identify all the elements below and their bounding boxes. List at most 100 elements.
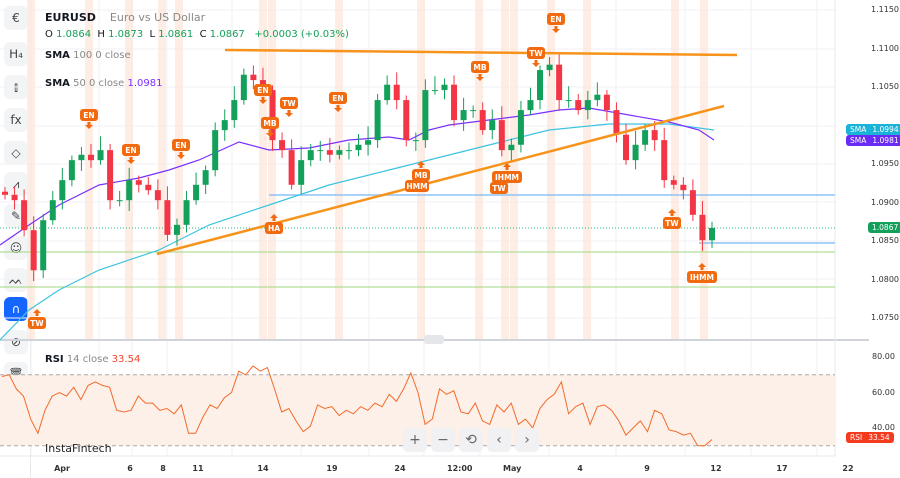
time-tick-label: May <box>503 464 522 473</box>
arrow-down-icon <box>552 26 560 33</box>
candle-body <box>451 84 458 121</box>
candle-body <box>40 220 47 271</box>
candle-body <box>670 180 677 185</box>
indicator-value: 33.54 <box>111 354 141 365</box>
candle-body <box>326 150 333 155</box>
indicator-name: RSI <box>45 354 64 365</box>
arrow-down-icon <box>177 152 185 159</box>
candle-body <box>575 100 582 111</box>
arrow-up-icon <box>33 309 41 316</box>
pattern-label-en[interactable]: EN <box>80 109 98 129</box>
pattern-label-mb[interactable]: MB <box>471 61 489 81</box>
candle-body <box>651 130 658 141</box>
magnet-icon[interactable]: ∩ <box>4 297 28 321</box>
pattern-label-mb[interactable]: MB <box>412 161 430 181</box>
candle-body <box>116 200 123 202</box>
svg-text:EN: EN <box>332 94 343 103</box>
svg-text:TW: TW <box>30 319 44 328</box>
price-tick-label: 1.1050 <box>871 82 899 91</box>
candle-body <box>412 140 419 142</box>
price-tick-label: 1.0900 <box>871 197 899 207</box>
pattern-label-tw[interactable]: TW <box>663 209 681 229</box>
candle-body <box>460 110 467 121</box>
price-tick-label: 1.1100 <box>871 43 899 53</box>
candle-body <box>431 90 438 92</box>
pattern-label-ihmm[interactable]: IHMM <box>492 163 522 183</box>
pattern-label-en[interactable]: EN <box>254 84 272 104</box>
pattern-label-en[interactable]: EN <box>547 13 565 33</box>
scroll-back-button[interactable]: ‹ <box>487 428 511 452</box>
candle-body <box>307 150 314 161</box>
pattern-label-ihmm[interactable]: IHMM <box>687 263 717 283</box>
pattern-label-tw[interactable]: TW <box>28 309 46 329</box>
price-chart[interactable]: TW EN EN EN EN MB TW EN HA MB HMM MB TW EN IHMM TW TW IHM… <box>0 0 869 478</box>
shapes-icon[interactable]: ◇ <box>4 141 28 165</box>
pattern-label-en[interactable]: EN <box>329 92 347 112</box>
candle-body <box>546 64 553 71</box>
indicators-fx-icon[interactable]: fx <box>4 108 28 132</box>
low-value: 1.0861 <box>158 29 194 40</box>
pattern-label-mb[interactable]: MB <box>261 117 279 137</box>
time-tick-label: 6 <box>127 464 133 473</box>
pattern-highlight-band <box>700 0 708 340</box>
last-price-badge: 1.0867 <box>868 222 900 233</box>
candle-body <box>441 84 448 91</box>
candle-body <box>126 180 133 201</box>
pattern-highlight-band <box>268 0 276 340</box>
pattern-label-tw[interactable]: TW <box>280 97 298 117</box>
symbol-ticker: EURUSD <box>45 11 96 24</box>
candle-body <box>87 154 94 161</box>
arrow-down-icon <box>334 105 342 112</box>
left-toolbar: €H₄⫾fx◇⩘✎☺ᨓ∩⊘🗑⎙ <box>0 0 31 478</box>
sma50-legend[interactable]: SMA 50 0 close 1.0981 <box>45 78 162 89</box>
patterns-icon[interactable]: ᨓ <box>4 268 28 292</box>
candle-body <box>78 154 85 161</box>
candle-body <box>183 200 190 225</box>
svg-text:EN: EN <box>175 141 186 150</box>
candle-body <box>613 110 620 135</box>
support-trendline[interactable] <box>156 104 725 256</box>
candle-body <box>603 94 610 111</box>
candle-body <box>498 120 505 151</box>
svg-text:IHMM: IHMM <box>495 173 519 182</box>
price-tick-label: 1.0800 <box>871 274 899 284</box>
svg-text:HA: HA <box>268 224 280 233</box>
arrow-down-icon <box>476 74 484 81</box>
sma100-legend[interactable]: SMA 100 0 close <box>45 50 131 61</box>
candle-body <box>317 150 324 152</box>
reset-chart-button[interactable]: ⟲ <box>459 428 483 452</box>
candle-body <box>164 200 171 235</box>
indicator-value: 1.0981 <box>127 78 163 89</box>
change-value: +0.0003 (+0.03%) <box>254 29 349 40</box>
pane-resize-handle[interactable] <box>424 335 444 344</box>
pattern-label-hmm[interactable]: HMM <box>405 180 429 192</box>
high-label: H <box>97 29 105 40</box>
pattern-label-ha[interactable]: HA <box>265 214 283 234</box>
hide-drawings-icon[interactable]: ⊘ <box>4 330 28 354</box>
svg-text:MB: MB <box>414 171 427 180</box>
scroll-forward-button[interactable]: › <box>515 428 539 452</box>
zoom-out-button[interactable]: − <box>431 428 455 452</box>
pattern-label-en[interactable]: EN <box>172 139 190 159</box>
candle-body <box>556 64 563 101</box>
candle-body <box>345 150 352 152</box>
rsi-legend[interactable]: RSI 14 close 33.54 <box>45 354 140 365</box>
price-tick-label: 1.1150 <box>871 5 899 14</box>
candle-body <box>250 74 257 81</box>
sma100-line <box>0 123 715 341</box>
indicator-params: 50 0 close <box>73 78 125 89</box>
candle-body <box>489 120 496 131</box>
zoom-in-button[interactable]: + <box>403 428 427 452</box>
candle-body <box>594 94 601 101</box>
price-tick-label: 1.0850 <box>871 236 899 245</box>
sma50-price-badge: SMA 1.0981 <box>846 135 900 146</box>
interval-h4-icon[interactable]: H₄ <box>4 42 28 66</box>
arrow-down-icon <box>532 60 540 67</box>
rsi-tick-label: 60.00 <box>872 387 895 397</box>
svg-text:MB: MB <box>263 119 276 128</box>
resistance-trendline[interactable] <box>224 48 738 57</box>
pattern-label-tw[interactable]: TW <box>527 47 545 67</box>
pattern-label-en[interactable]: EN <box>122 144 140 164</box>
pattern-label-tw[interactable]: TW <box>490 182 508 194</box>
svg-text:TW: TW <box>529 49 543 58</box>
